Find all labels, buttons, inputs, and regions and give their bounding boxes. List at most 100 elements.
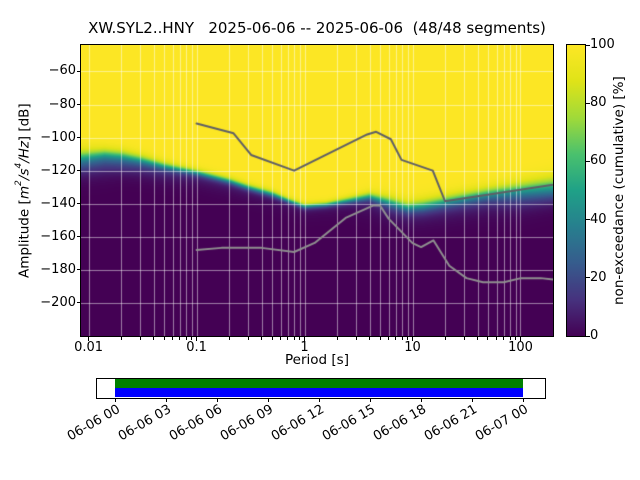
- x-tick-label: 100: [508, 340, 533, 355]
- x-tick-label: 1: [300, 340, 309, 355]
- timeline-tick-mark: [522, 398, 524, 402]
- x-minor-tick-mark: [463, 337, 465, 340]
- timeline-data-bar: [115, 388, 523, 397]
- x-minor-tick-mark: [477, 337, 479, 340]
- x-minor-tick-mark: [395, 337, 397, 340]
- y-tick-label: −60: [48, 63, 76, 79]
- timeline-tick-mark: [165, 398, 167, 402]
- x-minor-tick-mark: [185, 337, 187, 340]
- x-minor-tick-mark: [179, 337, 181, 340]
- y-axis-label-hz: /Hz: [16, 141, 33, 163]
- y-tick-label: −160: [40, 228, 76, 244]
- colorbar-label: non-exceedance (cumulative) [%]: [611, 76, 627, 305]
- colorbar-tick-label: 40: [590, 211, 607, 227]
- y-tick-label: −120: [40, 162, 76, 178]
- x-tick-label: 0.1: [186, 340, 207, 355]
- y-tick-label: −180: [40, 261, 76, 277]
- colorbar: [566, 44, 586, 337]
- colorbar-tick-mark: [586, 277, 590, 279]
- x-minor-tick-mark: [444, 337, 446, 340]
- colorbar-tick-mark: [586, 102, 590, 104]
- y-tick-label: −80: [48, 96, 76, 112]
- timeline-tick-label: 06-06 06: [166, 402, 225, 445]
- ppsd-heatmap-canvas: [80, 44, 554, 337]
- timeline-tick-label: 06-07 00: [472, 402, 531, 445]
- x-tick-mark: [412, 337, 414, 341]
- timeline-tick-label: 06-06 12: [268, 402, 327, 445]
- x-minor-tick-mark: [261, 337, 263, 340]
- timeline-used-bar: [115, 379, 523, 388]
- timeline-tick-mark: [267, 398, 269, 402]
- timeline-tick-mark: [420, 398, 422, 402]
- x-minor-tick-mark: [293, 337, 295, 340]
- timeline-tick-label: 06-06 21: [421, 402, 480, 445]
- colorbar-tick-mark: [586, 44, 590, 46]
- x-minor-tick-mark: [172, 337, 174, 340]
- colorbar-tick-mark: [586, 335, 590, 337]
- x-minor-tick-mark: [503, 337, 505, 340]
- timeline-tick-mark: [369, 398, 371, 402]
- y-axis-label: Amplitude [m2/s4/Hz] [dB]: [14, 45, 33, 336]
- x-minor-tick-mark: [287, 337, 289, 340]
- y-tick-mark: [76, 269, 81, 271]
- colorbar-tick-label: 60: [590, 153, 607, 169]
- x-minor-tick-mark: [401, 337, 403, 340]
- x-minor-tick-mark: [163, 337, 165, 340]
- x-tick-label: 10: [404, 340, 421, 355]
- y-tick-mark: [76, 70, 81, 72]
- y-tick-mark: [76, 302, 81, 304]
- colorbar-tick-label: 20: [590, 269, 607, 285]
- x-tick-label: 0.01: [74, 340, 104, 355]
- timeline-tick-label: 06-06 09: [217, 402, 276, 445]
- x-tick-mark: [196, 337, 198, 341]
- x-minor-tick-mark: [515, 337, 517, 340]
- timeline-tick-mark: [216, 398, 218, 402]
- y-tick-mark: [76, 137, 81, 139]
- y-axis-label-sup4: 4: [14, 162, 24, 169]
- timeline-tick-label: 06-06 15: [319, 402, 378, 445]
- y-axis-label-prefix: Amplitude [: [16, 199, 33, 278]
- timeline-tick-mark: [471, 398, 473, 402]
- x-minor-tick-mark: [407, 337, 409, 340]
- timeline-tick-label: 06-06 00: [64, 402, 123, 445]
- y-tick-label: −200: [40, 294, 76, 310]
- x-minor-tick-mark: [139, 337, 141, 340]
- colorbar-tick-label: 100: [590, 37, 615, 52]
- timeline-tick-label: 06-06 03: [115, 402, 174, 445]
- colorbar-tick-mark: [586, 160, 590, 162]
- timeline-coverage-box: [96, 378, 546, 399]
- y-axis-label-suffix: ] [dB]: [16, 103, 33, 142]
- x-tick-mark: [519, 337, 521, 341]
- x-minor-tick-mark: [355, 337, 357, 340]
- timeline-tick-mark: [114, 398, 116, 402]
- timeline-tick-label: 06-06 18: [370, 402, 429, 445]
- x-minor-tick-mark: [509, 337, 511, 340]
- x-minor-tick-mark: [228, 337, 230, 340]
- x-tick-mark: [304, 337, 306, 341]
- y-axis-label-m: m: [16, 185, 33, 200]
- x-minor-tick-mark: [191, 337, 193, 340]
- x-minor-tick-mark: [271, 337, 273, 340]
- colorbar-tick-label: 80: [590, 95, 607, 111]
- x-minor-tick-mark: [388, 337, 390, 340]
- x-minor-tick-mark: [153, 337, 155, 340]
- y-tick-label: −140: [40, 195, 76, 211]
- x-minor-tick-mark: [496, 337, 498, 340]
- colorbar-tick-mark: [586, 219, 590, 221]
- x-axis-label: Period [s]: [285, 352, 349, 368]
- plot-title: XW.SYL2..HNY 2025-06-06 -- 2025-06-06 (4…: [88, 19, 546, 37]
- x-tick-mark: [88, 337, 90, 341]
- y-axis-label-sup2: 2: [14, 180, 24, 186]
- x-minor-tick-mark: [299, 337, 301, 340]
- x-minor-tick-mark: [120, 337, 122, 340]
- y-tick-mark: [76, 203, 81, 205]
- x-minor-tick-mark: [280, 337, 282, 340]
- x-minor-tick-mark: [336, 337, 338, 340]
- x-minor-tick-mark: [369, 337, 371, 340]
- y-tick-label: −100: [40, 129, 76, 145]
- x-minor-tick-mark: [487, 337, 489, 340]
- x-minor-tick-mark: [247, 337, 249, 340]
- timeline-tick-mark: [318, 398, 320, 402]
- y-axis-label-s: /s: [16, 168, 33, 181]
